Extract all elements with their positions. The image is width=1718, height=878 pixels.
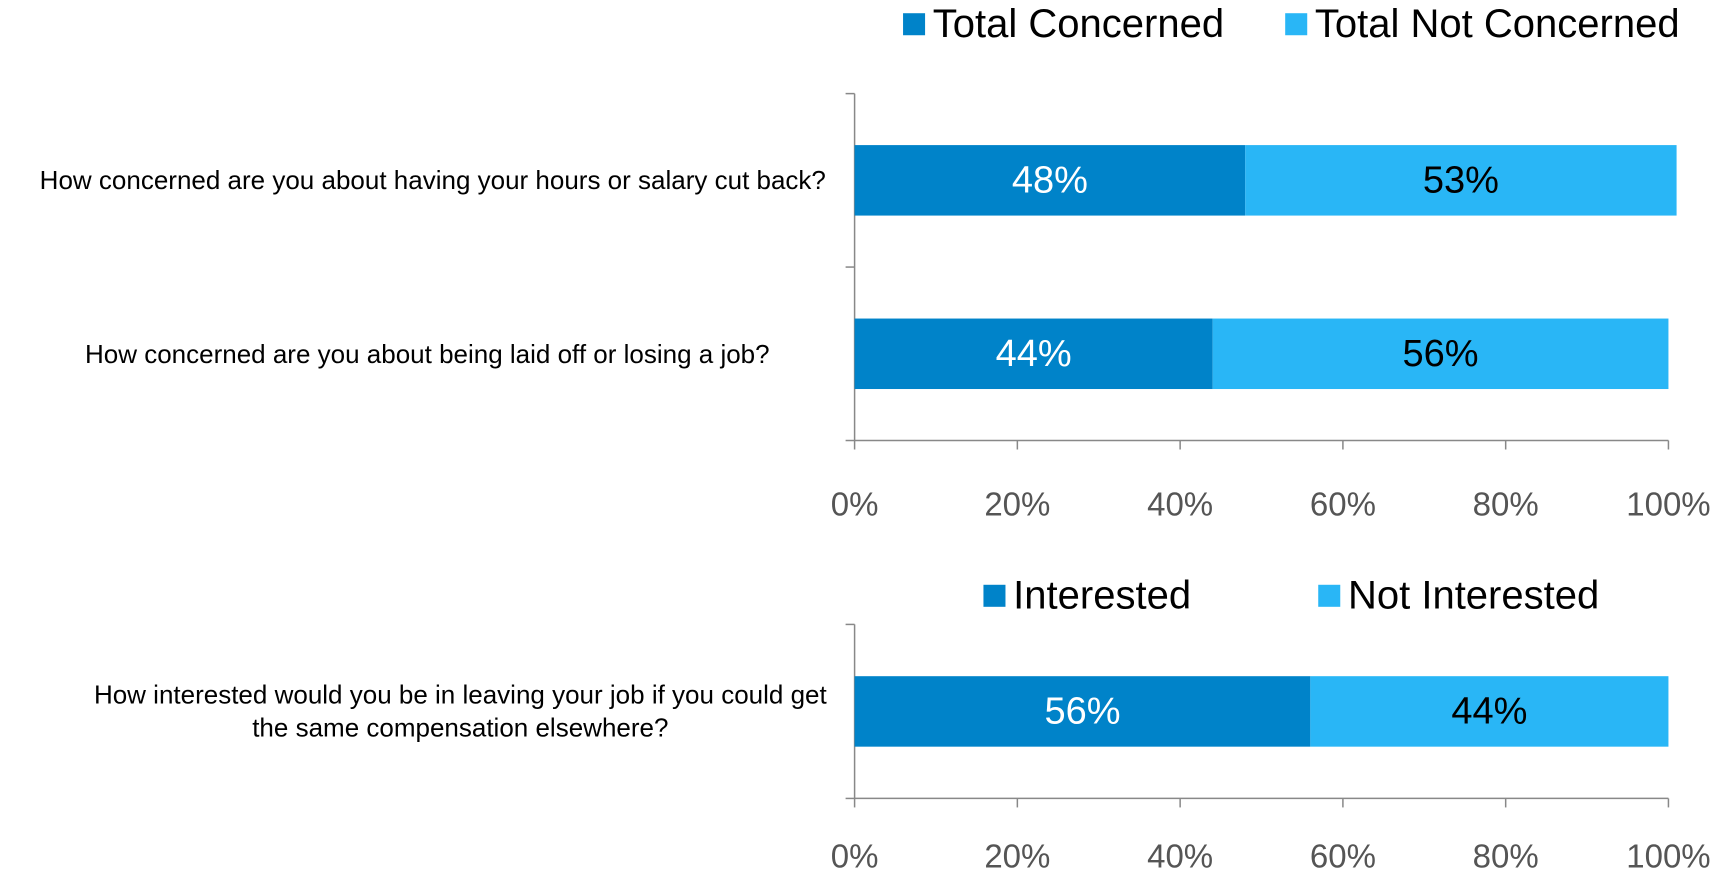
value-label: 48%: [1012, 159, 1088, 201]
x-tick-label: 80%: [1473, 485, 1539, 522]
value-label: 44%: [1451, 690, 1527, 732]
x-tick-label: 0%: [831, 838, 879, 875]
bar-segment: [1245, 145, 1677, 216]
category-label: How concerned are you about being laid o…: [84, 338, 770, 369]
legend-swatch: [903, 13, 926, 36]
x-tick-label: 100%: [1626, 485, 1710, 522]
bar-segment: [854, 676, 1311, 747]
legend-swatch: [1318, 584, 1341, 607]
bar-segment: [1310, 676, 1669, 747]
legend-swatch: [983, 584, 1006, 607]
legend-label: Interested: [1013, 573, 1191, 617]
value-label: 53%: [1423, 159, 1499, 201]
value-label: 44%: [996, 333, 1072, 375]
x-tick-label: 20%: [984, 838, 1050, 875]
value-label: 56%: [1403, 333, 1479, 375]
legend-label: Total Not Concerned: [1315, 2, 1680, 46]
x-tick-label: 40%: [1147, 485, 1213, 522]
bar-segment: [854, 318, 1213, 390]
x-tick-label: 20%: [984, 485, 1050, 522]
x-tick-label: 40%: [1147, 838, 1213, 875]
x-tick-label: 0%: [831, 485, 879, 522]
x-tick-label: 100%: [1626, 838, 1710, 875]
legend-label: Total Concerned: [933, 2, 1224, 46]
legend-swatch: [1285, 13, 1308, 36]
value-label: 56%: [1044, 690, 1120, 732]
category-label: How interested would you be in leaving y…: [93, 679, 827, 743]
x-tick-label: 80%: [1473, 838, 1539, 875]
x-tick-label: 60%: [1310, 838, 1376, 875]
category-label: How concerned are you about having your …: [39, 165, 826, 196]
legend-label: Not Interested: [1348, 573, 1599, 617]
x-tick-label: 60%: [1310, 485, 1376, 522]
bar-segment: [854, 145, 1246, 216]
bar-segment: [1212, 318, 1669, 390]
